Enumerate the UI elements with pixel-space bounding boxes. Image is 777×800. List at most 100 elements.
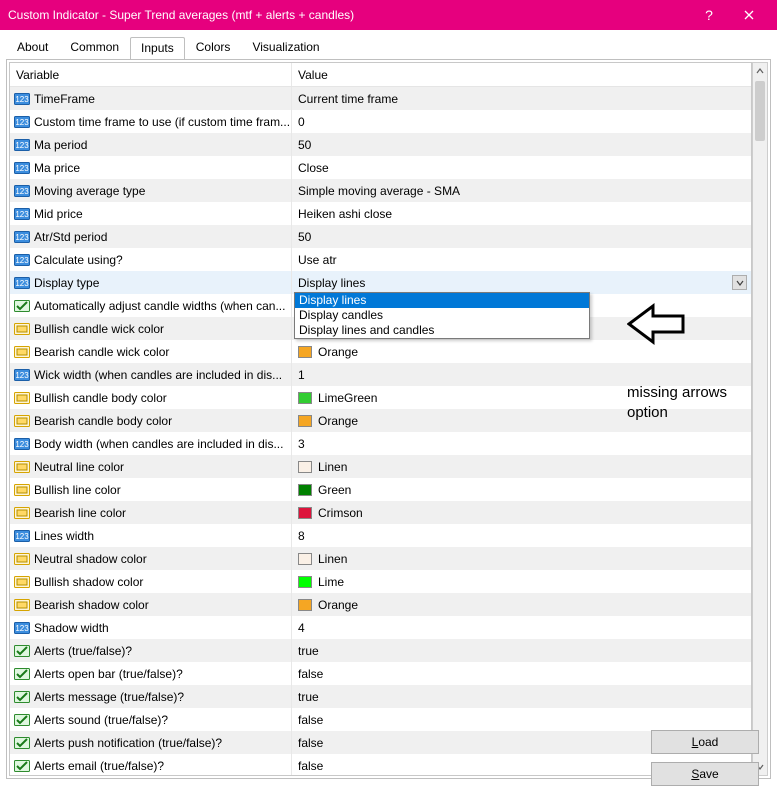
variable-cell: Bearish line color: [10, 501, 292, 524]
value-cell[interactable]: 3: [292, 432, 751, 455]
svg-text:123: 123: [15, 164, 29, 173]
col-value[interactable]: Value: [292, 63, 751, 86]
value-cell[interactable]: Simple moving average - SMA: [292, 179, 751, 202]
tab-about[interactable]: About: [6, 36, 59, 59]
value-cell[interactable]: Orange: [292, 593, 751, 616]
table-row[interactable]: 123Body width (when candles are included…: [10, 432, 751, 455]
dropdown-option[interactable]: Display lines: [295, 293, 589, 308]
value-cell[interactable]: Heiken ashi close: [292, 202, 751, 225]
dialog-buttons: Load Save: [651, 722, 759, 786]
table-row[interactable]: Alerts (true/false)? true: [10, 639, 751, 662]
scroll-up-icon[interactable]: [753, 63, 767, 79]
variable-name: Mid price: [34, 207, 83, 221]
dropdown-option[interactable]: Display candles: [295, 308, 589, 323]
table-row[interactable]: Alerts email (true/false)?false: [10, 754, 751, 776]
value-cell[interactable]: true: [292, 639, 751, 662]
variable-cell: Bullish candle wick color: [10, 317, 292, 340]
variable-cell: Bullish candle body color: [10, 386, 292, 409]
table-row[interactable]: Neutral shadow colorLinen: [10, 547, 751, 570]
variable-name: Wick width (when candles are included in…: [34, 368, 282, 382]
value-cell[interactable]: Use atr: [292, 248, 751, 271]
variable-cell: 123Shadow width: [10, 616, 292, 639]
value-cell[interactable]: false: [292, 662, 751, 685]
value-text: false: [298, 713, 323, 727]
value-text: Lime: [318, 575, 344, 589]
table-row[interactable]: 123Ma period50: [10, 133, 751, 156]
close-button[interactable]: [729, 7, 769, 23]
table-row[interactable]: Bullish line colorGreen: [10, 478, 751, 501]
variable-cell: Alerts sound (true/false)?: [10, 708, 292, 731]
number-type-icon: 123: [14, 138, 30, 152]
bool-type-icon: [14, 667, 30, 681]
table-row[interactable]: Bullish shadow colorLime: [10, 570, 751, 593]
help-button[interactable]: ?: [689, 7, 729, 23]
value-cell[interactable]: Current time frame: [292, 87, 751, 110]
value-cell[interactable]: Linen: [292, 455, 751, 478]
value-text: Linen: [318, 460, 347, 474]
table-row[interactable]: 123Display typeDisplay lines: [10, 271, 751, 294]
value-cell[interactable]: true: [292, 685, 751, 708]
table-row[interactable]: Neutral line colorLinen: [10, 455, 751, 478]
table-row[interactable]: 123Atr/Std period50: [10, 225, 751, 248]
value-cell[interactable]: Lime: [292, 570, 751, 593]
scroll-thumb[interactable]: [755, 81, 765, 141]
value-cell[interactable]: Linen: [292, 547, 751, 570]
chevron-down-icon[interactable]: [732, 275, 747, 290]
value-cell[interactable]: Crimson: [292, 501, 751, 524]
table-row[interactable]: Alerts push notification (true/false)?fa…: [10, 731, 751, 754]
tab-colors[interactable]: Colors: [185, 36, 242, 59]
value-cell[interactable]: Display lines: [292, 271, 751, 294]
number-type-icon: 123: [14, 253, 30, 267]
load-button[interactable]: Load: [651, 730, 759, 754]
tab-visualization[interactable]: Visualization: [241, 36, 330, 59]
value-cell[interactable]: 50: [292, 133, 751, 156]
value-cell[interactable]: 8: [292, 524, 751, 547]
variable-name: Alerts (true/false)?: [34, 644, 132, 658]
table-row[interactable]: 123Moving average typeSimple moving aver…: [10, 179, 751, 202]
value-cell[interactable]: Green: [292, 478, 751, 501]
tab-common[interactable]: Common: [59, 36, 130, 59]
tab-inputs[interactable]: Inputs: [130, 37, 185, 60]
value-cell[interactable]: 0: [292, 110, 751, 133]
table-row[interactable]: Alerts message (true/false)? true: [10, 685, 751, 708]
table-row[interactable]: 123 Calculate using? Use atr: [10, 248, 751, 271]
dropdown-option[interactable]: Display lines and candles: [295, 323, 589, 338]
number-type-icon: 123: [14, 92, 30, 106]
variable-name: Bearish candle wick color: [34, 345, 169, 359]
value-cell[interactable]: 4: [292, 616, 751, 639]
variable-cell: Bearish candle body color: [10, 409, 292, 432]
variable-name: Alerts message (true/false)?: [34, 690, 184, 704]
value-text: 50: [298, 230, 311, 244]
svg-text:123: 123: [15, 532, 29, 541]
value-text: Current time frame: [298, 92, 398, 106]
table-row[interactable]: Bearish line colorCrimson: [10, 501, 751, 524]
table-row[interactable]: 123Mid priceHeiken ashi close: [10, 202, 751, 225]
table-row[interactable]: 123Custom time frame to use (if custom t…: [10, 110, 751, 133]
table-row[interactable]: Alerts sound (true/false)? false: [10, 708, 751, 731]
variable-name: Bearish candle body color: [34, 414, 172, 428]
value-text: true: [298, 644, 319, 658]
col-variable[interactable]: Variable: [10, 63, 292, 86]
value-text: Orange: [318, 598, 358, 612]
variable-cell: Alerts message (true/false)?: [10, 685, 292, 708]
number-type-icon: 123: [14, 115, 30, 129]
color-swatch: [298, 415, 312, 427]
table-row[interactable]: Alerts open bar (true/false)?false: [10, 662, 751, 685]
value-cell[interactable]: 50: [292, 225, 751, 248]
save-button[interactable]: Save: [651, 762, 759, 786]
display-type-dropdown-list[interactable]: Display linesDisplay candlesDisplay line…: [294, 292, 590, 339]
value-cell[interactable]: Close: [292, 156, 751, 179]
variable-cell: 123TimeFrame: [10, 87, 292, 110]
variable-name: Lines width: [34, 529, 94, 543]
table-row[interactable]: 123 Ma price Close: [10, 156, 751, 179]
svg-text:123: 123: [15, 371, 29, 380]
table-row[interactable]: Bearish shadow colorOrange: [10, 593, 751, 616]
table-row[interactable]: 123TimeFrame Current time frame: [10, 87, 751, 110]
color-swatch: [298, 392, 312, 404]
arrow-left-icon: [627, 300, 687, 348]
table-row[interactable]: 123 Lines width 8: [10, 524, 751, 547]
variable-name: Ma price: [34, 161, 80, 175]
variable-name: Calculate using?: [34, 253, 123, 267]
table-row[interactable]: 123Shadow width4: [10, 616, 751, 639]
bool-type-icon: [14, 644, 30, 658]
